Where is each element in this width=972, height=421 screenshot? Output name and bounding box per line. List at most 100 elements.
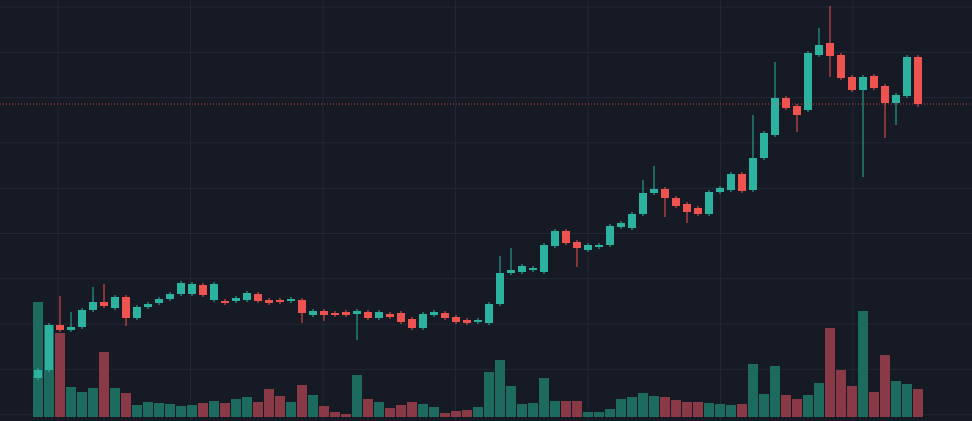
- volume-bar: [638, 393, 648, 417]
- candle-body: [452, 317, 460, 322]
- candle-body: [375, 312, 383, 318]
- volume-bar: [363, 399, 373, 417]
- volume-bar: [77, 392, 87, 417]
- candle-body: [804, 53, 812, 110]
- volume-bar: [649, 396, 659, 417]
- candle-body: [760, 133, 768, 158]
- candle-body: [331, 313, 339, 315]
- candle-body: [276, 300, 284, 302]
- volume-bar: [176, 406, 186, 417]
- candle-body: [815, 45, 823, 55]
- volume-bar: [605, 409, 615, 417]
- candle-body: [562, 231, 570, 243]
- candle-body: [705, 192, 713, 214]
- candle-body: [100, 302, 108, 306]
- volume-bar: [143, 402, 153, 417]
- candle-body: [408, 319, 416, 328]
- volume-bar: [891, 381, 901, 417]
- candle-body: [419, 314, 427, 328]
- volume-bar: [759, 394, 769, 417]
- candle-body: [221, 301, 229, 303]
- candle-body: [848, 77, 856, 90]
- volume-bar: [781, 395, 791, 417]
- volume-bar: [814, 383, 824, 417]
- volume-bar: [627, 397, 637, 417]
- volume-bar: [561, 401, 571, 417]
- candle-body: [507, 270, 515, 273]
- candle-body: [45, 325, 53, 370]
- volume-bar: [726, 405, 736, 417]
- candle-body: [837, 55, 845, 78]
- volume-bar: [671, 400, 681, 417]
- candle-body: [485, 304, 493, 323]
- candle-body: [78, 310, 86, 327]
- volume-bar: [704, 403, 714, 417]
- volume-bar: [429, 407, 439, 417]
- candle-body: [89, 302, 97, 310]
- volume-bar: [495, 360, 505, 417]
- candle-body: [430, 312, 438, 315]
- volume-bar: [847, 386, 857, 417]
- candle-body: [34, 370, 42, 378]
- candle-body: [914, 57, 922, 104]
- volume-bar: [132, 405, 142, 417]
- volume-bar: [660, 397, 670, 417]
- volume-bar: [297, 385, 307, 417]
- candle-body: [188, 284, 196, 294]
- volume-bar: [913, 389, 923, 417]
- volume-bar: [264, 389, 274, 417]
- candle-body: [826, 43, 834, 56]
- candle-body: [111, 297, 119, 308]
- volume-bar: [154, 403, 164, 417]
- candle-body: [584, 245, 592, 250]
- volume-bar: [506, 386, 516, 417]
- candle-body: [265, 300, 273, 303]
- candle-body: [870, 76, 878, 88]
- volume-bar: [286, 402, 296, 417]
- candle-layer: [34, 6, 922, 380]
- candle-body: [661, 189, 669, 198]
- volume-bar: [715, 404, 725, 417]
- volume-bar: [407, 402, 417, 417]
- volume-bar: [66, 387, 76, 417]
- candle-body: [232, 298, 240, 301]
- volume-bar: [770, 366, 780, 417]
- volume-bar: [594, 412, 604, 417]
- volume-bar: [583, 412, 593, 417]
- candle-body: [144, 304, 152, 307]
- candle-body: [353, 311, 361, 314]
- candle-body: [364, 312, 372, 318]
- volume-bar: [858, 311, 868, 417]
- candle-body: [716, 188, 724, 192]
- candle-body: [298, 300, 306, 313]
- volume-bar: [55, 333, 65, 417]
- volume-bar: [462, 410, 472, 417]
- candle-body: [441, 313, 449, 318]
- candle-body: [551, 231, 559, 246]
- volume-bar: [231, 399, 241, 417]
- volume-bar: [352, 375, 362, 417]
- candle-body: [386, 314, 394, 317]
- candle-body: [309, 311, 317, 315]
- volume-bar: [165, 404, 175, 417]
- volume-bar: [88, 388, 98, 417]
- candle-body: [199, 285, 207, 295]
- volume-bar: [528, 403, 538, 417]
- candle-body: [749, 158, 757, 190]
- volume-bar: [836, 370, 846, 417]
- candle-body: [881, 86, 889, 103]
- volume-bar: [737, 404, 747, 417]
- volume-bar: [319, 406, 329, 417]
- volume-bar: [308, 395, 318, 417]
- candle-body: [628, 214, 636, 228]
- candle-body: [650, 189, 658, 193]
- volume-bar: [880, 355, 890, 417]
- candle-body: [166, 294, 174, 299]
- volume-bar: [275, 396, 285, 417]
- volume-bar: [121, 393, 131, 417]
- candle-body: [397, 313, 405, 322]
- volume-bar: [473, 407, 483, 417]
- candle-body: [133, 307, 141, 318]
- candle-body: [606, 226, 614, 245]
